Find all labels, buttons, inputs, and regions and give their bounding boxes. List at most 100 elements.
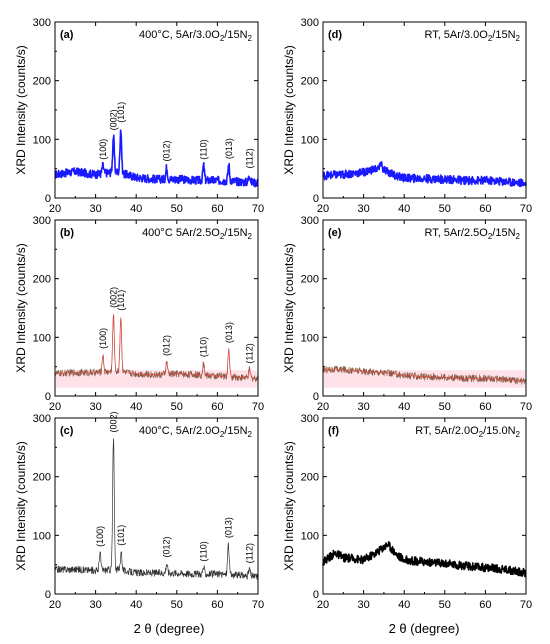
x-tick-label: 70 (520, 401, 532, 413)
x-tick-label: 20 (317, 203, 329, 215)
condition-label: 400°C 5Ar/2.5O2/15N2 (142, 227, 252, 241)
condition-label: 400°C, 5Ar/3.0O2/15N2 (139, 29, 253, 43)
x-tick-label: 60 (211, 599, 223, 611)
peak-label: (112) (244, 148, 254, 168)
x-tick-label: 30 (357, 203, 369, 215)
x-tick-label: 60 (479, 401, 491, 413)
y-tick-label: 0 (313, 193, 319, 205)
peak-label: (100) (98, 139, 108, 160)
y-tick-label: 100 (33, 332, 51, 344)
series-line-c (54, 438, 259, 580)
y-tick-label: 200 (33, 76, 51, 88)
peak-label: (112) (244, 543, 254, 563)
peak-label: (013) (223, 517, 233, 538)
x-tick-label: 30 (89, 203, 101, 215)
peak-label: (013) (224, 138, 234, 159)
y-tick-label: 300 (33, 215, 51, 227)
y-tick-label: 200 (33, 472, 51, 484)
x-tick-label: 60 (211, 401, 223, 413)
series-line-b (54, 314, 259, 383)
condition-label: RT, 5Ar/2.5O2/15N2 (424, 227, 520, 241)
x-tick-label: 40 (130, 401, 142, 413)
x-tick-label: 70 (520, 599, 532, 611)
x-tick-label: 20 (317, 599, 329, 611)
x-tick-label: 50 (439, 401, 451, 413)
x-tick-label: 30 (89, 401, 101, 413)
panel-a: 20 30 40 50 60 70 0 100 200 300 XRD Intensity (cou… (14, 17, 264, 215)
y-tick-label: 300 (33, 413, 51, 425)
panel-c: 20 30 40 50 60 70 0 100 200 300 XRD Intensity (cou… (14, 412, 264, 611)
peak-label: (110) (199, 541, 209, 561)
peak-label: (002) (108, 109, 118, 130)
peak-label: (100) (98, 328, 108, 349)
panel-label: (b) (60, 227, 74, 239)
y-tick-label: 0 (45, 391, 51, 403)
y-tick-label: 100 (301, 530, 319, 542)
peak-label: (012) (162, 335, 172, 356)
x-tick-label: 20 (49, 599, 61, 611)
x-tick-label: 20 (49, 203, 61, 215)
condition-label: RT, 5Ar/2.0O2/15.0N2 (415, 425, 520, 439)
x-tick-label: 60 (479, 203, 491, 215)
series-line-d (322, 161, 527, 188)
peak-label: (012) (162, 536, 172, 557)
x-tick-label: 40 (130, 203, 142, 215)
peak-label: (101) (116, 525, 126, 546)
y-tick-label: 200 (301, 76, 319, 88)
y-tick-label: 0 (313, 391, 319, 403)
peak-label: (100) (95, 526, 105, 547)
peak-label: (110) (199, 139, 209, 159)
x-tick-label: 60 (211, 203, 223, 215)
fit-line-e (323, 369, 526, 382)
panel-label: (e) (328, 227, 342, 239)
peak-label: (101) (116, 102, 126, 123)
x-tick-label: 30 (357, 401, 369, 413)
y-tick-label: 200 (301, 472, 319, 484)
x-tick-label: 50 (439, 203, 451, 215)
y-tick-label: 100 (301, 134, 319, 146)
series-line-f (322, 540, 527, 578)
x-tick-label: 70 (252, 599, 264, 611)
x-tick-label: 50 (171, 401, 183, 413)
panel-label: (f) (328, 425, 339, 437)
x-tick-label: 30 (357, 599, 369, 611)
y-tick-label: 300 (33, 17, 51, 29)
x-tick-label: 20 (317, 401, 329, 413)
panel-label: (a) (60, 29, 74, 41)
x-tick-label: 50 (171, 599, 183, 611)
panel-e: 20 30 40 50 60 70 0 100 200 300 XRD Intensity (cou… (282, 215, 532, 413)
y-axis-title: XRD Intensity (counts/s) (282, 45, 296, 174)
y-tick-label: 300 (301, 215, 319, 227)
x-tick-label: 40 (130, 599, 142, 611)
panel-d: 20 30 40 50 60 70 0 100 200 300 XRD Intensity (cou… (282, 17, 532, 215)
panel-b: 20 30 40 50 60 70 0 100 200 300 XRD Intensity (cou… (14, 215, 264, 413)
x-tick-label: 50 (439, 599, 451, 611)
peak-label: (002) (108, 287, 118, 308)
panel-label: (d) (328, 29, 342, 41)
y-tick-label: 200 (33, 274, 51, 286)
x-axis-title-right: 2 θ (degree) (389, 621, 460, 636)
x-tick-label: 50 (171, 203, 183, 215)
peak-label: (101) (116, 290, 126, 311)
peak-label: (013) (224, 322, 234, 343)
panel-label: (c) (60, 425, 74, 437)
x-tick-label: 40 (398, 401, 410, 413)
series-line-a (54, 129, 259, 188)
peak-label: (110) (199, 337, 209, 357)
y-tick-label: 0 (45, 589, 51, 601)
fit-line-b (55, 313, 258, 379)
x-tick-label: 70 (520, 203, 532, 215)
y-tick-label: 100 (33, 530, 51, 542)
panel-f: 20 30 40 50 60 70 0 100 200 300 XRD Intensity (cou… (282, 413, 532, 611)
x-tick-label: 40 (398, 203, 410, 215)
y-axis-title: XRD Intensity (counts/s) (14, 243, 28, 372)
y-tick-label: 100 (33, 134, 51, 146)
y-tick-label: 200 (301, 274, 319, 286)
y-tick-label: 0 (45, 193, 51, 205)
x-tick-label: 30 (89, 599, 101, 611)
x-axis-title-left: 2 θ (degree) (134, 621, 205, 636)
x-tick-label: 70 (252, 203, 264, 215)
y-axis-title: XRD Intensity (counts/s) (282, 441, 296, 570)
